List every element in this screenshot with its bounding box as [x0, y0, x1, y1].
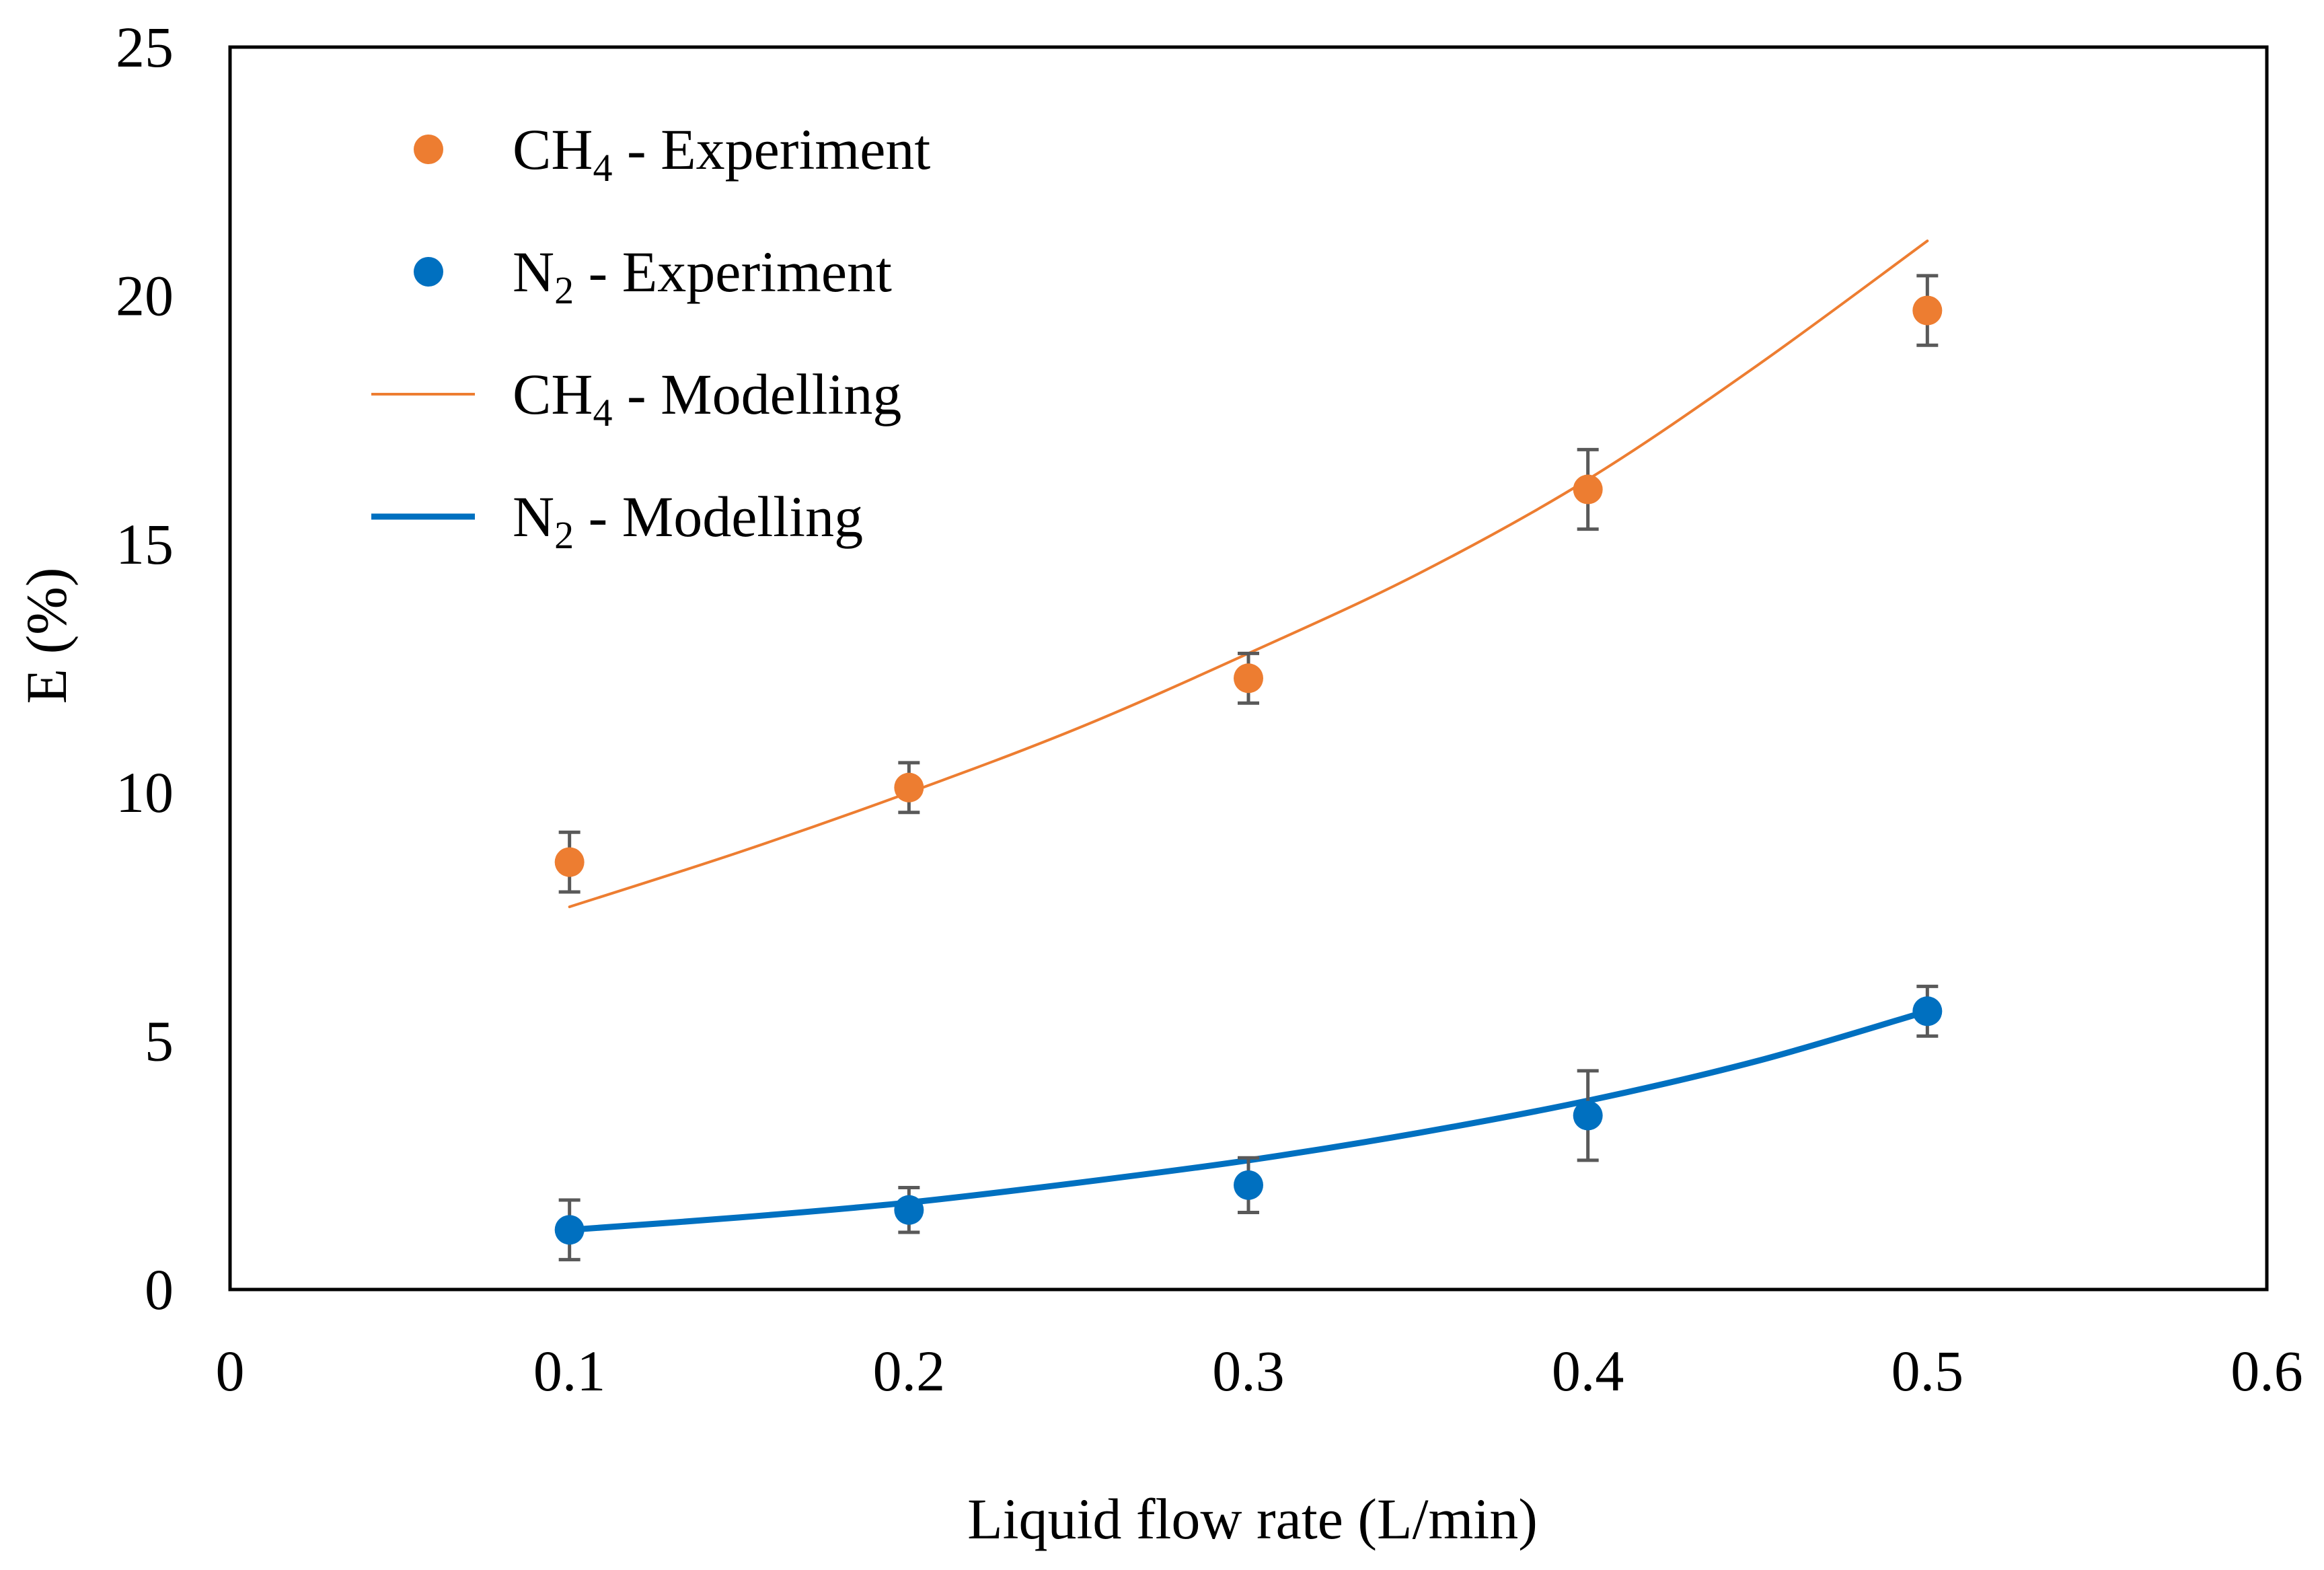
x-tick-label: 0.6 [2231, 1339, 2303, 1403]
ch4-experiment-point [554, 847, 585, 877]
x-tick-label: 0.3 [1212, 1339, 1285, 1403]
x-tick-label: 0.2 [873, 1339, 946, 1403]
legend-item-n2-modelling: N2 - Modelling [371, 484, 863, 557]
y-tick-label: 15 [116, 512, 174, 576]
y-axis-title: E (%) [14, 568, 79, 704]
y-tick-label: 5 [145, 1009, 174, 1074]
legend-label: CH4 - Experiment [513, 117, 930, 190]
legend-label-main: N [513, 484, 554, 549]
series-layer [554, 239, 1943, 1262]
legend-label-suffix: - Experiment [574, 239, 892, 304]
x-axis-title: Liquid flow rate (L/min) [967, 1487, 1538, 1551]
ch4-experiment-point [894, 772, 924, 802]
y-tick-label: 10 [116, 760, 174, 825]
legend-label-main: CH [513, 362, 593, 426]
x-tick-label: 0 [216, 1339, 245, 1403]
legend-marker [414, 135, 443, 164]
n2-modelling-line [566, 1008, 1931, 1233]
legend-label-subscript: 4 [593, 146, 612, 190]
x-tick-label: 0.4 [1552, 1339, 1624, 1403]
legend-label: CH4 - Modelling [513, 362, 901, 435]
n2-experiment-point [1573, 1100, 1603, 1131]
y-tick-label: 0 [145, 1257, 174, 1322]
y-tick-label: 25 [116, 15, 174, 79]
n2-experiment-point [1912, 996, 1943, 1026]
legend-item-ch4-modelling: CH4 - Modelling [371, 362, 901, 435]
n2-experiment-point [894, 1195, 924, 1225]
ch4-experiment-point [1912, 295, 1943, 326]
n2-experiment-point [554, 1215, 585, 1245]
x-tick-label: 0.1 [533, 1339, 606, 1403]
legend-label: N2 - Experiment [513, 239, 892, 312]
tick-labels: 0 0.1 0.2 0.3 0.4 0.5 0.6 0 5 10 15 20 25 [116, 15, 2303, 1403]
legend-label-suffix: - Modelling [574, 484, 863, 549]
ch4-experiment-point [1234, 663, 1263, 694]
legend-label-subscript: 2 [554, 268, 574, 312]
x-tick-label: 0.5 [1891, 1339, 1964, 1403]
ch4-experiment-point [1573, 474, 1603, 504]
legend-label-subscript: 2 [554, 513, 574, 557]
legend-label: N2 - Modelling [513, 484, 863, 557]
legend-label-main: CH [513, 117, 593, 182]
legend-label-main: N [513, 239, 554, 304]
legend-label-suffix: - Modelling [612, 362, 901, 426]
legend-label-suffix: - Experiment [612, 117, 930, 182]
legend-label-subscript: 4 [593, 391, 612, 435]
legend-item-ch4-experiment: CH4 - Experiment [414, 117, 930, 190]
legend-item-n2-experiment: N2 - Experiment [414, 239, 892, 312]
n2-experiment-point [1234, 1170, 1263, 1200]
y-tick-label: 20 [116, 263, 174, 328]
legend-marker [414, 257, 443, 287]
